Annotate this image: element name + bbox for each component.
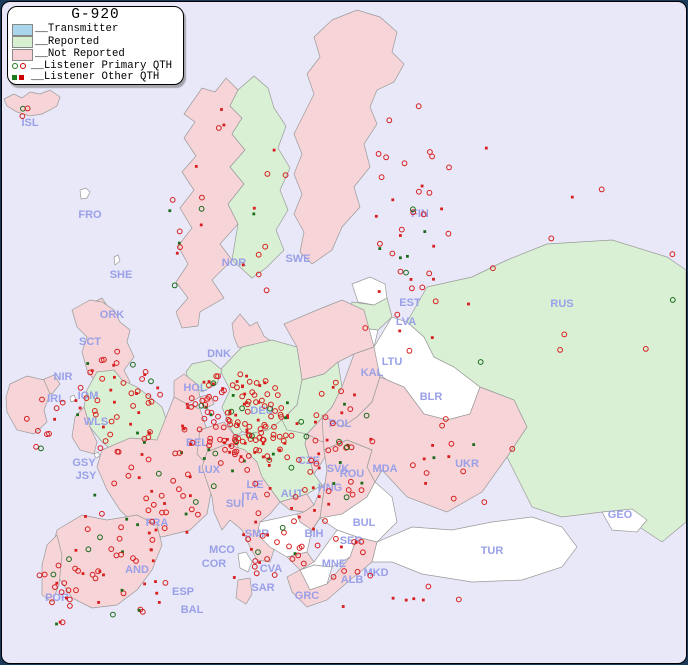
- svg-text:COR: COR: [202, 558, 227, 570]
- svg-text:MCO: MCO: [209, 544, 235, 556]
- svg-text:BUL: BUL: [353, 517, 376, 529]
- svg-text:POL: POL: [329, 418, 352, 430]
- svg-text:AUT: AUT: [281, 488, 304, 500]
- svg-text:CVA: CVA: [260, 563, 282, 575]
- svg-text:FRA: FRA: [146, 517, 169, 529]
- svg-text:ESP: ESP: [172, 586, 194, 598]
- svg-text:ROU: ROU: [340, 468, 365, 480]
- svg-text:ALB: ALB: [341, 574, 364, 586]
- svg-text:ORK: ORK: [100, 309, 125, 321]
- svg-text:TUR: TUR: [481, 545, 504, 557]
- svg-text:HOL: HOL: [183, 382, 207, 394]
- svg-text:BAL: BAL: [181, 604, 204, 616]
- svg-text:KAL: KAL: [361, 367, 384, 379]
- svg-text:GEO: GEO: [608, 509, 633, 521]
- svg-text:LUX: LUX: [198, 464, 221, 476]
- svg-text:SAR: SAR: [251, 582, 274, 594]
- svg-text:JSY: JSY: [76, 470, 97, 482]
- svg-text:IRL: IRL: [47, 393, 65, 405]
- svg-text:AND: AND: [125, 564, 149, 576]
- svg-text:RUS: RUS: [550, 298, 573, 310]
- svg-text:FRO: FRO: [78, 209, 102, 221]
- svg-text:MNE: MNE: [322, 558, 346, 570]
- svg-text:ISL: ISL: [21, 117, 38, 129]
- svg-text:SHE: SHE: [110, 269, 133, 281]
- svg-text:NOR: NOR: [222, 257, 247, 269]
- svg-text:SMR: SMR: [245, 528, 270, 540]
- svg-text:ITA: ITA: [242, 491, 259, 503]
- svg-text:HNG: HNG: [318, 482, 342, 494]
- svg-text:LIE: LIE: [246, 479, 263, 491]
- svg-text:LVA: LVA: [396, 316, 416, 328]
- svg-text:LTU: LTU: [382, 356, 403, 368]
- svg-text:NIR: NIR: [54, 371, 73, 383]
- svg-text:BLR: BLR: [420, 391, 443, 403]
- svg-text:MKD: MKD: [363, 567, 388, 579]
- svg-text:GSY: GSY: [72, 457, 96, 469]
- svg-text:SWE: SWE: [285, 253, 310, 265]
- svg-text:SCT: SCT: [79, 336, 101, 348]
- svg-text:EST: EST: [399, 297, 421, 309]
- svg-text:UKR: UKR: [455, 458, 479, 470]
- svg-text:MDA: MDA: [372, 463, 397, 475]
- svg-text:GRC: GRC: [295, 590, 320, 602]
- svg-text:DNK: DNK: [207, 348, 231, 360]
